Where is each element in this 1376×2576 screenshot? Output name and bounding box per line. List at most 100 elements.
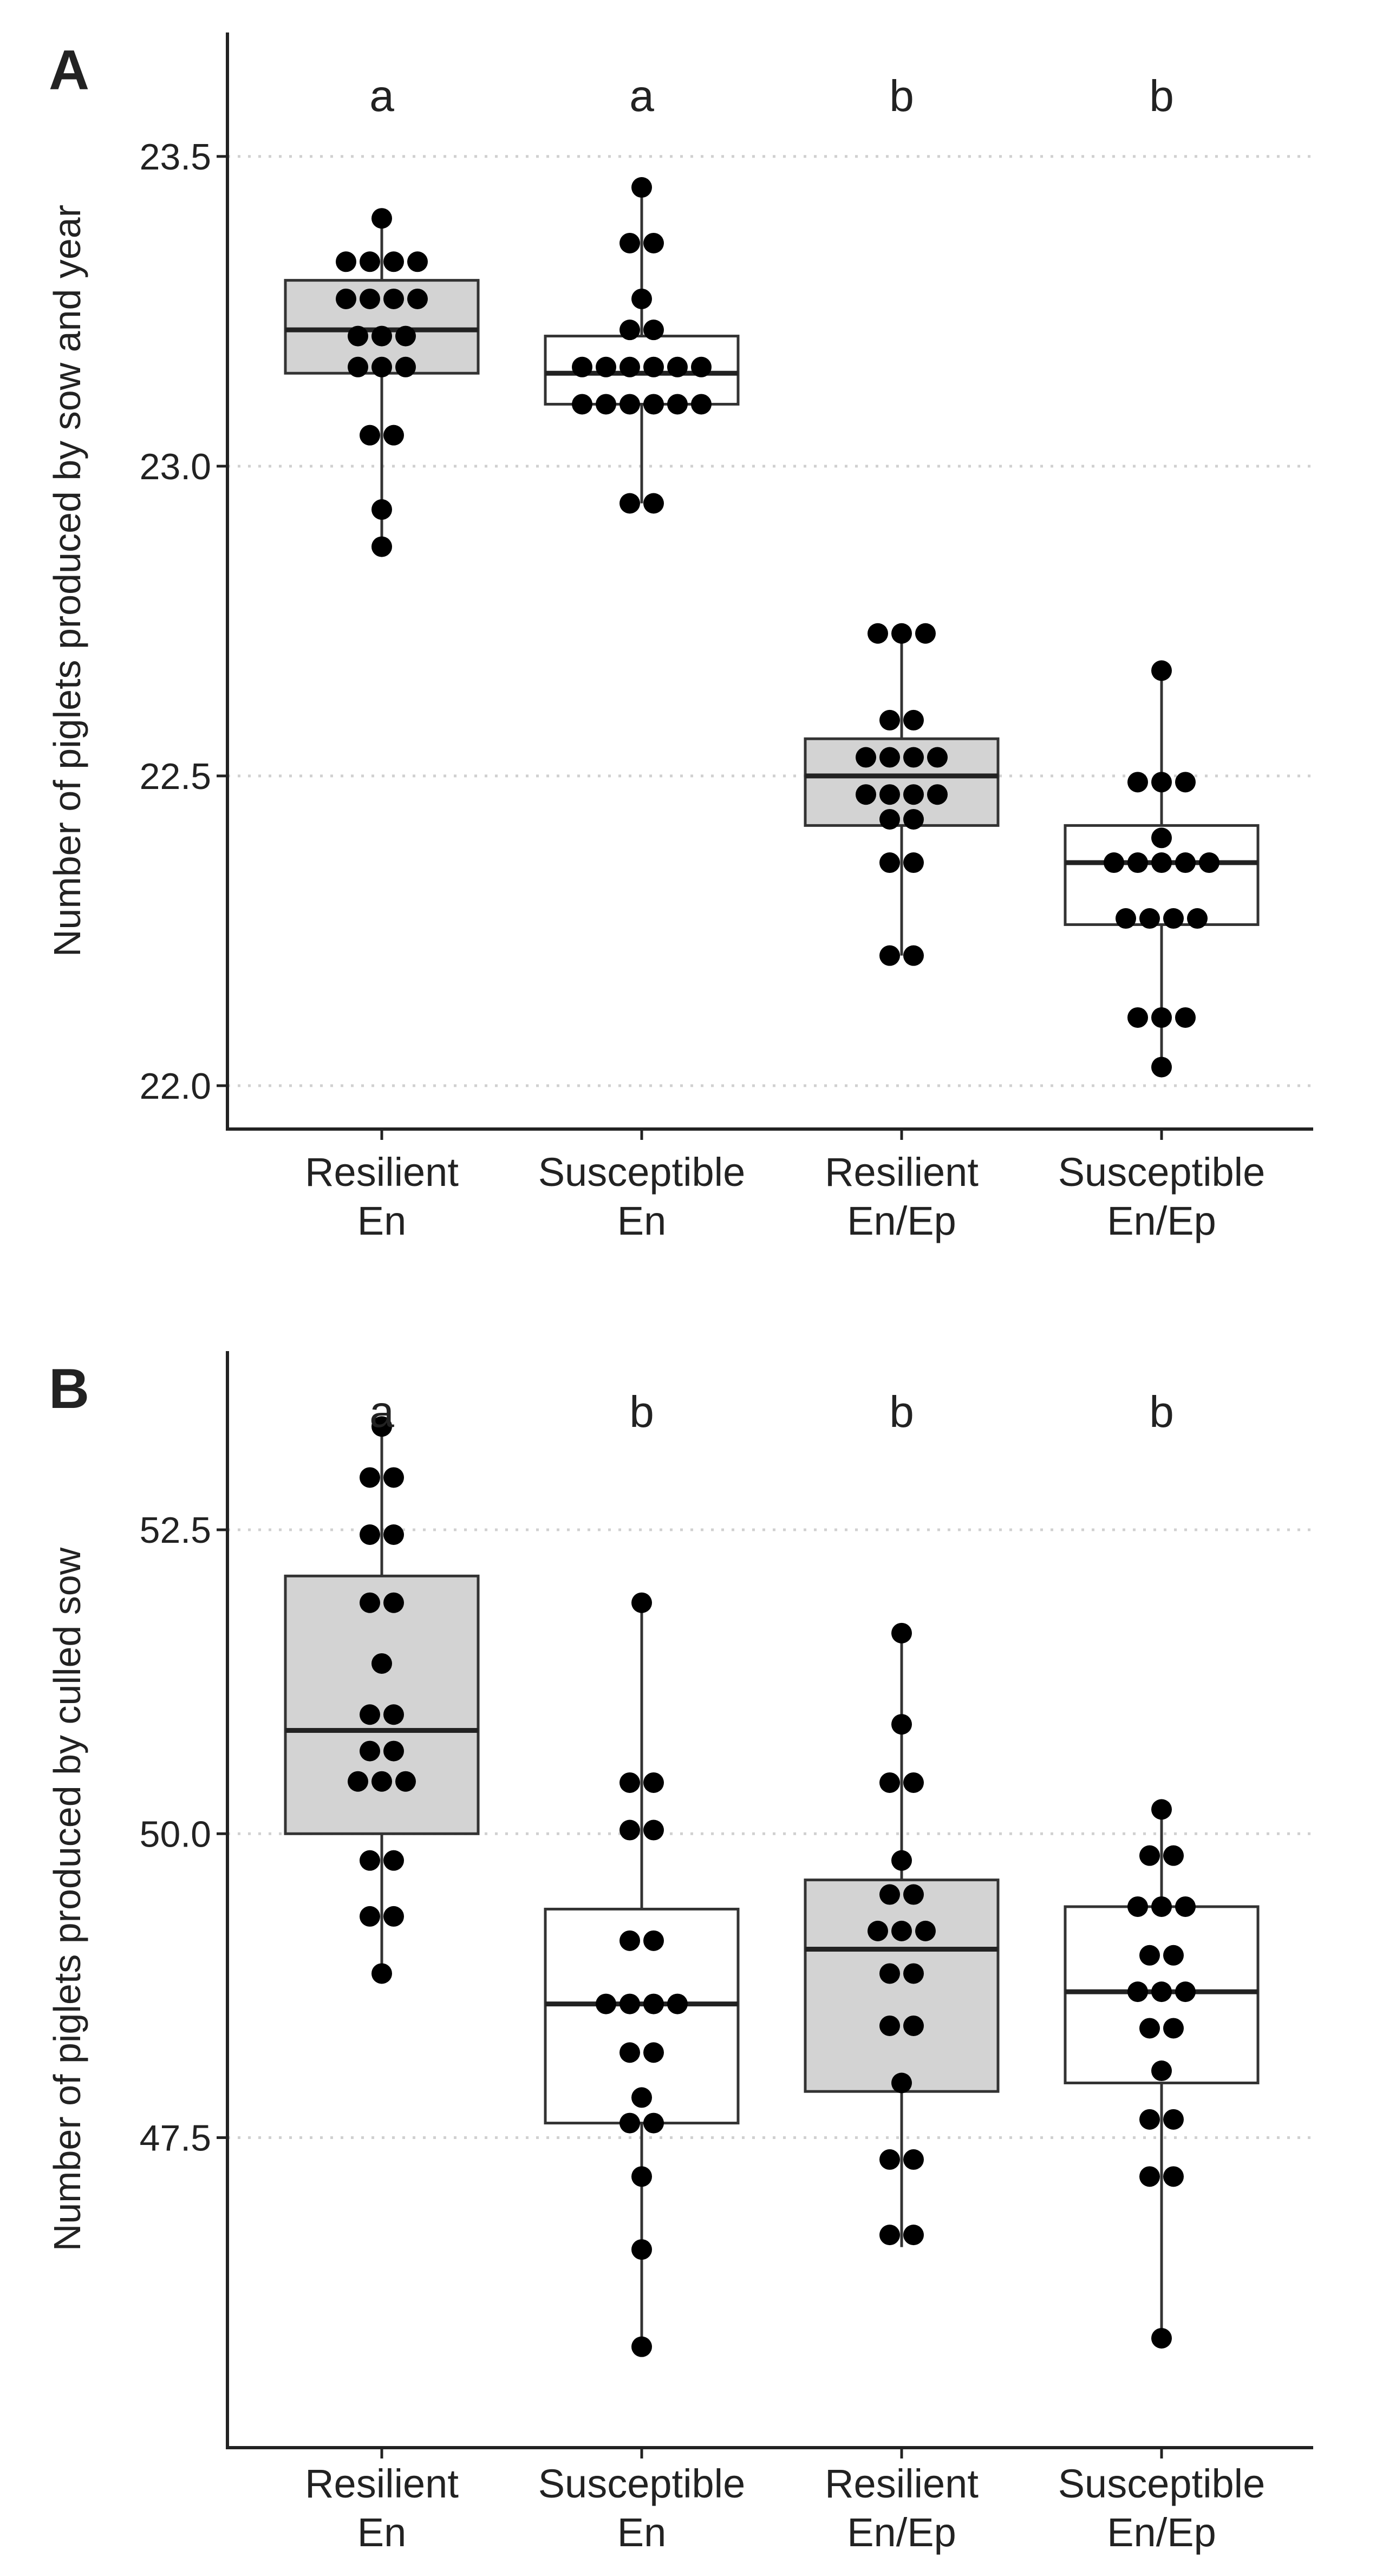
data-point — [336, 288, 356, 309]
data-point — [1163, 1845, 1184, 1866]
significance-letter: b — [889, 71, 914, 121]
x-category-label-line1: Susceptible — [1058, 2461, 1266, 2506]
data-point — [371, 1771, 392, 1792]
data-point — [691, 394, 712, 415]
data-point — [371, 499, 392, 520]
data-point — [643, 1930, 664, 1951]
x-category-label-line2: En — [357, 1198, 407, 1243]
data-point — [383, 1906, 404, 1927]
data-point — [643, 394, 664, 415]
data-point — [868, 1920, 888, 1941]
data-point — [1116, 908, 1136, 929]
data-point — [891, 1920, 912, 1941]
data-point — [336, 251, 356, 272]
data-point — [1151, 660, 1172, 681]
x-category-label-line1: Resilient — [825, 2461, 979, 2506]
data-point — [643, 232, 664, 253]
data-point — [903, 1884, 924, 1905]
data-point — [1175, 1981, 1196, 2003]
data-point — [1127, 852, 1148, 873]
data-point — [619, 394, 640, 415]
x-category-label-line2: En/Ep — [847, 2510, 956, 2555]
x-category-label-line2: En/Ep — [1107, 2510, 1216, 2555]
data-point — [1127, 1007, 1148, 1028]
data-point — [879, 1963, 900, 1984]
panel-label: A — [49, 39, 89, 102]
data-point — [856, 747, 876, 768]
data-point — [1187, 908, 1208, 929]
data-point — [643, 1819, 664, 1841]
data-point — [395, 325, 416, 347]
data-point — [348, 325, 368, 347]
chart-panel-a: A 22.0 22.5 23.0 23.5 Number of piglets produ… — [46, 32, 1313, 1243]
data-point — [1151, 2060, 1172, 2082]
data-point — [360, 1740, 380, 1762]
x-category-label-line1: Susceptible — [538, 2461, 746, 2506]
data-point — [1127, 772, 1148, 793]
chart-panel-b: B 47.5 50.0 52.5 Number of piglets produced … — [46, 1351, 1313, 2555]
x-category-label-line2: En — [617, 2510, 667, 2555]
data-point — [631, 2336, 652, 2357]
data-point — [631, 2087, 652, 2108]
data-point — [879, 1884, 900, 1905]
data-point — [1151, 1896, 1172, 1917]
y-axis-title: Number of piglets produced by sow and ye… — [46, 205, 88, 957]
data-point — [643, 1772, 664, 1793]
data-point — [1163, 2166, 1184, 2187]
data-point — [1163, 1945, 1184, 1966]
data-point — [596, 356, 616, 377]
data-point — [619, 2112, 640, 2134]
data-point — [572, 394, 592, 415]
data-point — [903, 1963, 924, 1984]
data-point — [619, 1993, 640, 2014]
data-point — [348, 1771, 368, 1792]
data-point — [1139, 1945, 1160, 1966]
data-point — [891, 623, 912, 644]
data-point — [667, 356, 688, 377]
x-category-label-line1: Resilient — [825, 1150, 979, 1195]
data-point — [407, 288, 428, 309]
data-point — [903, 945, 924, 966]
data-point — [619, 319, 640, 341]
data-point — [915, 1920, 936, 1941]
data-point — [1163, 908, 1184, 929]
data-point — [360, 288, 380, 309]
data-point — [1175, 852, 1196, 873]
data-point — [691, 356, 712, 377]
data-point — [643, 2112, 664, 2134]
data-point — [383, 425, 404, 446]
x-category-label-line1: Susceptible — [1058, 1150, 1266, 1195]
data-point — [371, 208, 392, 229]
data-point — [667, 1993, 688, 2014]
data-point — [360, 251, 380, 272]
significance-letter: b — [1149, 71, 1174, 121]
panel-label: B — [49, 1358, 89, 1420]
data-point — [360, 1704, 380, 1725]
significance-letter: a — [369, 1387, 394, 1437]
y-tick-label: 52.5 — [140, 1510, 211, 1551]
data-point — [879, 808, 900, 830]
x-category-label-line2: En — [357, 2510, 407, 2555]
data-point — [643, 2042, 664, 2063]
data-point — [395, 1771, 416, 1792]
data-point — [879, 2149, 900, 2170]
data-point — [572, 356, 592, 377]
x-category-label-line2: En/Ep — [1107, 1198, 1216, 1243]
data-point — [903, 1772, 924, 1793]
significance-letter: b — [889, 1387, 914, 1437]
data-point — [1151, 1007, 1172, 1028]
y-tick-label: 23.5 — [140, 136, 211, 178]
data-point — [1139, 908, 1160, 929]
x-category-label-line1: Susceptible — [538, 1150, 746, 1195]
data-point — [360, 1467, 380, 1488]
data-point — [927, 784, 948, 805]
data-point — [631, 1592, 652, 1613]
data-point — [879, 709, 900, 731]
data-point — [383, 251, 404, 272]
data-point — [1199, 852, 1220, 873]
